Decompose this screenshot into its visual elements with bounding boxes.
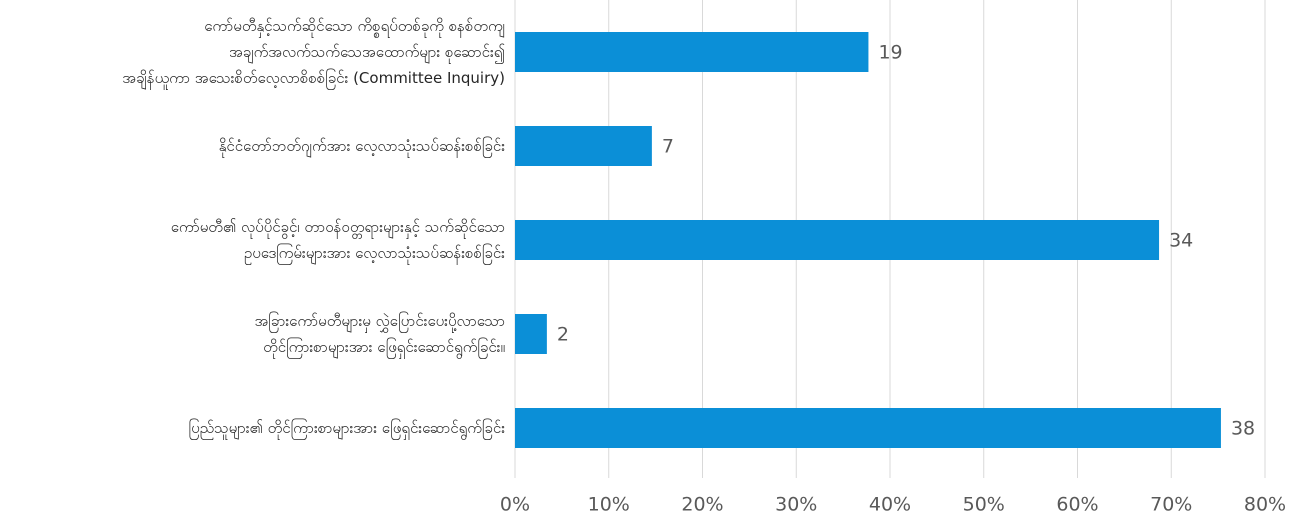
y-tick-label: ပြည်သူများ၏ တိုင်ကြားစာများအား ဖြေရှင်းဆ… xyxy=(188,419,505,437)
data-label: 38 xyxy=(1231,418,1255,440)
bar xyxy=(515,408,1221,448)
data-label: 19 xyxy=(878,42,902,64)
bar xyxy=(515,314,547,354)
x-tick-label: 40% xyxy=(869,494,911,516)
y-tick-label: နိုင်ငံတော်ဘတ်ဂျက်အား လေ့လာသုံးသပ်ဆန်းစစ… xyxy=(218,137,505,155)
bar xyxy=(515,126,652,166)
data-label: 34 xyxy=(1169,230,1193,252)
data-label: 7 xyxy=(662,136,674,158)
x-tick-label: 50% xyxy=(963,494,1005,516)
bar xyxy=(515,32,869,72)
x-tick-label: 30% xyxy=(775,494,817,516)
x-tick-label: 0% xyxy=(500,494,530,516)
data-label: 2 xyxy=(557,324,569,346)
x-tick-label: 10% xyxy=(588,494,630,516)
x-tick-label: 70% xyxy=(1150,494,1192,516)
y-tick-label: အခြားကော်မတီများမှ လွှဲပြောင်းပေးပို့လာသ… xyxy=(254,312,505,356)
x-tick-label: 60% xyxy=(1056,494,1098,516)
y-tick-label: ကော်မတီနှင့်သက်ဆိုင်သော ကိစ္စရပ်တစ်ခုကို… xyxy=(122,17,505,87)
x-tick-label: 20% xyxy=(681,494,723,516)
x-tick-label: 80% xyxy=(1244,494,1286,516)
y-tick-label: ကော်မတီ၏ လုပ်ပိုင်ခွင့်၊ တာဝန်ဝတ္တရားမျာ… xyxy=(170,218,505,262)
bar xyxy=(515,220,1160,260)
